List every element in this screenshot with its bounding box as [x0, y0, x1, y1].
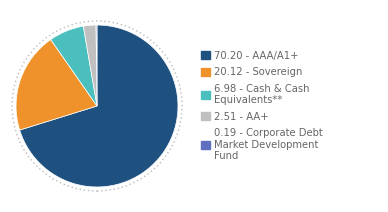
Wedge shape	[83, 25, 97, 106]
Wedge shape	[96, 25, 97, 106]
Wedge shape	[20, 25, 178, 187]
Legend: 70.20 - AAA/A1+, 20.12 - Sovereign, 6.98 - Cash & Cash
Equivalents**, 2.51 - AA+: 70.20 - AAA/A1+, 20.12 - Sovereign, 6.98…	[199, 49, 325, 163]
Wedge shape	[16, 40, 97, 130]
Wedge shape	[51, 26, 97, 106]
